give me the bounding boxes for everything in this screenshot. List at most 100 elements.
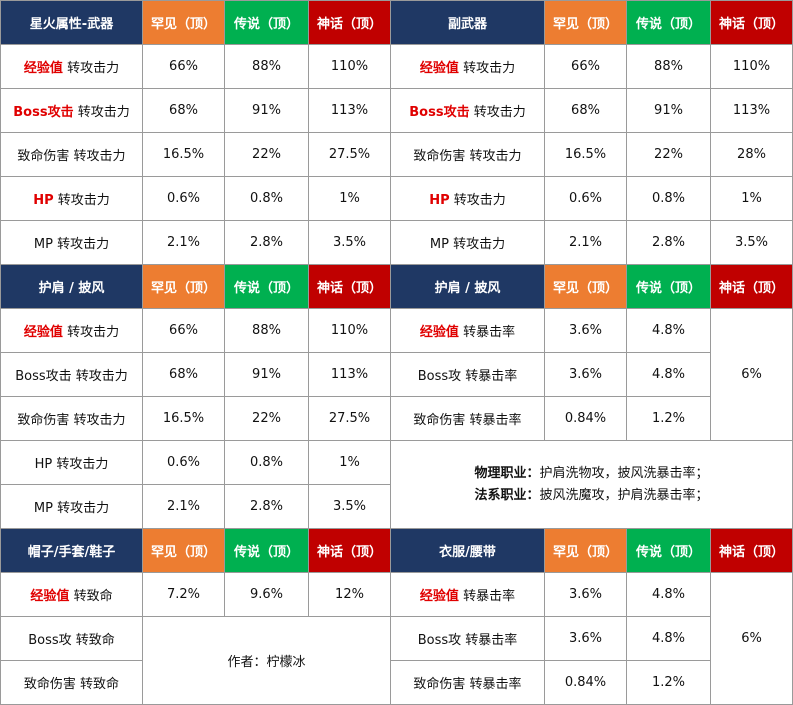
tier-header-legendary: 传说（顶） — [626, 528, 711, 573]
stat-label: HP 转攻击力 — [0, 440, 143, 485]
tier-header-mythic: 神话（顶） — [308, 528, 391, 573]
stat-label: 致命伤害 转攻击力 — [0, 396, 143, 441]
value-mythic: 27.5% — [308, 132, 391, 177]
value-legendary: 88% — [224, 308, 309, 353]
header-row: 帽子/手套/鞋子 罕见（顶） 传说（顶） 神话（顶） 衣服/腰带 罕见（顶） 传… — [0, 528, 793, 573]
value-rare: 68% — [142, 352, 225, 397]
value-legendary: 22% — [626, 132, 711, 177]
value-legendary: 4.8% — [626, 352, 711, 397]
tier-header-legendary: 传说（顶） — [626, 0, 711, 45]
value-mythic-merged: 6% — [710, 308, 793, 441]
stat-label: 经验值 转攻击力 — [390, 44, 545, 89]
value-rare: 0.84% — [544, 660, 627, 705]
value-legendary: 91% — [626, 88, 711, 133]
value-rare: 3.6% — [544, 616, 627, 661]
tier-header-mythic: 神话（顶） — [308, 0, 391, 45]
value-rare: 0.6% — [544, 176, 627, 221]
author-credit: 作者：柠檬冰 — [142, 616, 391, 705]
value-mythic: 110% — [308, 308, 391, 353]
value-rare: 0.6% — [142, 176, 225, 221]
section-title-shoulder-cape: 护肩 / 披风 — [0, 264, 143, 309]
value-mythic: 110% — [710, 44, 793, 89]
stat-label: MP 转攻击力 — [0, 484, 143, 529]
stat-label: Boss攻 转暴击率 — [390, 616, 545, 661]
value-rare: 3.6% — [544, 572, 627, 617]
header-row: 护肩 / 披风 罕见（顶） 传说（顶） 神话（顶） 护肩 / 披风 罕见（顶） … — [0, 264, 793, 309]
value-mythic: 113% — [308, 352, 391, 397]
value-rare: 2.1% — [544, 220, 627, 265]
stat-label: HP 转攻击力 — [390, 176, 545, 221]
tier-header-mythic: 神话（顶） — [710, 528, 793, 573]
section-title-shoulder-cape-crit: 护肩 / 披风 — [390, 264, 545, 309]
value-rare: 66% — [142, 44, 225, 89]
table-row: Boss攻击 转攻击力 68% 91% 113% Boss攻击 转攻击力 68%… — [0, 88, 793, 133]
value-rare: 2.1% — [142, 484, 225, 529]
stat-label: 经验值 转暴击率 — [390, 572, 545, 617]
stat-label: MP 转攻击力 — [390, 220, 545, 265]
stat-label: 致命伤害 转暴击率 — [390, 660, 545, 705]
value-mythic: 27.5% — [308, 396, 391, 441]
stat-label: 经验值 转攻击力 — [0, 308, 143, 353]
magic-job-note: 法系职业：披风洗魔攻，护肩洗暴击率； — [474, 487, 709, 503]
stat-label: 致命伤害 转攻击力 — [0, 132, 143, 177]
value-legendary: 4.8% — [626, 572, 711, 617]
value-mythic: 12% — [308, 572, 391, 617]
table-row: MP 转攻击力 2.1% 2.8% 3.5% — [0, 484, 793, 529]
value-mythic: 1% — [308, 440, 391, 485]
stat-label: 经验值 转攻击力 — [0, 44, 143, 89]
stat-label: Boss攻击 转攻击力 — [0, 88, 143, 133]
value-legendary: 9.6% — [224, 572, 309, 617]
table-row: 经验值 转攻击力 66% 88% 110% 经验值 转暴击率 3.6% 4.8%… — [0, 308, 793, 441]
value-legendary: 88% — [224, 44, 309, 89]
value-rare: 68% — [142, 88, 225, 133]
value-mythic: 110% — [308, 44, 391, 89]
tier-header-legendary: 传说（顶） — [626, 264, 711, 309]
stat-label: 致命伤害 转攻击力 — [390, 132, 545, 177]
value-legendary: 22% — [224, 132, 309, 177]
value-rare: 66% — [142, 308, 225, 353]
value-mythic: 1% — [710, 176, 793, 221]
value-mythic: 3.5% — [710, 220, 793, 265]
value-legendary: 1.2% — [626, 660, 711, 705]
table-row: 经验值 转攻击力 66% 88% 110% 经验值 转攻击力 66% 88% 1… — [0, 44, 793, 89]
value-rare: 2.1% — [142, 220, 225, 265]
section-title-clothes-belt: 衣服/腰带 — [390, 528, 545, 573]
table-row: 致命伤害 转攻击力 16.5% 22% 27.5% 致命伤害 转攻击力 16.5… — [0, 132, 793, 177]
value-rare: 16.5% — [544, 132, 627, 177]
table-row: Boss攻击 转攻击力 68% 91% 113% Boss攻 转暴击率 3.6%… — [0, 352, 793, 397]
value-legendary: 4.8% — [626, 616, 711, 661]
value-rare: 3.6% — [544, 308, 627, 353]
tier-header-mythic: 神话（顶） — [710, 0, 793, 45]
tier-header-legendary: 传说（顶） — [224, 0, 309, 45]
stat-label: 致命伤害 转致命 — [0, 660, 143, 705]
stat-label: Boss攻击 转攻击力 — [390, 88, 545, 133]
tier-header-rare: 罕见（顶） — [142, 0, 225, 45]
value-legendary: 2.8% — [224, 484, 309, 529]
value-legendary: 2.8% — [626, 220, 711, 265]
value-legendary: 0.8% — [224, 176, 309, 221]
stat-label: 经验值 转暴击率 — [390, 308, 545, 353]
stat-label: Boss攻击 转攻击力 — [0, 352, 143, 397]
section-title-secondary: 副武器 — [390, 0, 545, 45]
section-title-star-weapon: 星火属性-武器 — [0, 0, 143, 45]
stat-label: Boss攻 转致命 — [0, 616, 143, 661]
table-row: MP 转攻击力 2.1% 2.8% 3.5% MP 转攻击力 2.1% 2.8%… — [0, 220, 793, 265]
section-title-hat-glove-shoe: 帽子/手套/鞋子 — [0, 528, 143, 573]
stat-label: HP 转攻击力 — [0, 176, 143, 221]
stat-label: 经验值 转致命 — [0, 572, 143, 617]
table-row: 致命伤害 转致命 致命伤害 转暴击率 0.84% 1.2% — [0, 660, 793, 705]
value-legendary: 0.8% — [224, 440, 309, 485]
job-note: 物理职业：护肩洗物攻，披风洗暴击率； 法系职业：披风洗魔攻，护肩洗暴击率； — [390, 440, 793, 529]
stat-label: 致命伤害 转暴击率 — [390, 396, 545, 441]
header-row: 星火属性-武器 罕见（顶） 传说（顶） 神话（顶） 副武器 罕见（顶） 传说（顶… — [0, 0, 793, 45]
value-rare: 7.2% — [142, 572, 225, 617]
value-rare: 3.6% — [544, 352, 627, 397]
tier-header-rare: 罕见（顶） — [142, 528, 225, 573]
value-legendary: 22% — [224, 396, 309, 441]
table-row: HP 转攻击力 0.6% 0.8% 1% 物理职业：护肩洗物攻，披风洗暴击率； … — [0, 440, 793, 529]
value-legendary: 0.8% — [626, 176, 711, 221]
table-row: Boss攻 转致命 作者：柠檬冰 Boss攻 转暴击率 3.6% 4.8% — [0, 616, 793, 705]
value-rare: 16.5% — [142, 132, 225, 177]
